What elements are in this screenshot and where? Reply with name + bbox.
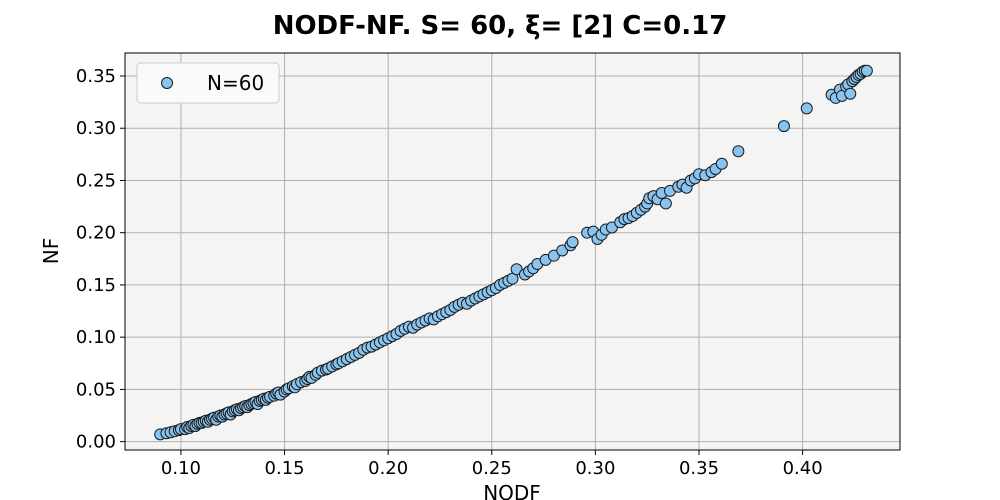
y-tick-label: 0.10 [76,327,116,348]
legend-box [136,62,280,104]
y-axis-label: NF [39,238,63,264]
data-point [777,120,790,133]
x-axis-label: NODF [483,481,541,500]
plot-frame [124,52,901,451]
y-tick-label: 0.05 [76,379,116,400]
y-tick-label: 0.20 [76,223,116,244]
data-point [732,145,745,158]
data-point [800,102,813,115]
y-axis-ticks: 0.00 0.05 0.10 0.15 0.20 0.25 0.30 0.35 [76,66,125,453]
data-point [860,64,873,77]
plot-area [125,53,900,450]
x-tick-label: 0.35 [679,458,719,479]
data-point [715,157,728,170]
x-tick-label: 0.20 [368,458,408,479]
data-point [844,87,857,100]
data-points [154,64,873,441]
chart-title: NODF-NF. S= 60, ξ= [2] C=0.17 [273,11,728,41]
y-tick-label: 0.15 [76,275,116,296]
legend-label: N=60 [207,71,264,95]
y-tick-label: 0.35 [76,66,116,87]
x-tick-label: 0.25 [472,458,512,479]
x-axis-ticks: 0.10 0.15 0.20 0.25 0.30 0.35 0.40 [161,450,823,479]
x-tick-label: 0.10 [161,458,201,479]
x-tick-label: 0.30 [575,458,615,479]
legend: N=60 [136,62,280,104]
data-point [566,236,579,249]
data-point [659,197,672,210]
legend-marker [161,77,173,89]
x-tick-label: 0.15 [265,458,305,479]
y-tick-label: 0.00 [76,432,116,453]
y-tick-label: 0.25 [76,170,116,191]
y-tick-label: 0.30 [76,118,116,139]
x-tick-label: 0.40 [783,458,823,479]
grid [125,53,900,450]
